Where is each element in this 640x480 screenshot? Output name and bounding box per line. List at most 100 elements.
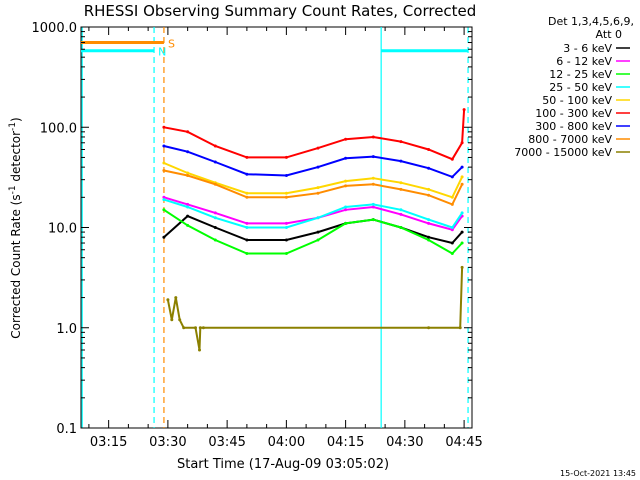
series-point	[284, 174, 288, 177]
series-point	[170, 318, 174, 322]
series-point	[213, 211, 217, 215]
series-point	[245, 238, 249, 242]
series-point	[450, 241, 454, 245]
series-point	[186, 223, 190, 227]
series-point	[450, 195, 454, 199]
y-tick-label: 100.0	[40, 121, 77, 136]
x-tick-label: 03:45	[208, 435, 245, 450]
x-tick-label: 04:30	[386, 435, 423, 450]
chart-title: RHESSI Observing Summary Count Rates, Co…	[84, 2, 477, 20]
y-axis-label-part: )	[9, 117, 23, 122]
x-tick-label: 04:45	[445, 435, 482, 450]
series-point	[316, 186, 320, 190]
series-point	[399, 140, 403, 144]
series-point	[450, 228, 454, 232]
flag-label: N	[158, 46, 166, 59]
series-point	[371, 182, 375, 186]
series-point	[162, 198, 166, 202]
series-line	[163, 214, 463, 245]
footer-date: 15-Oct-2021 13:45	[560, 469, 636, 478]
series-point	[198, 348, 201, 352]
x-tick-label: 04:00	[268, 435, 305, 450]
series-point	[399, 187, 403, 191]
series-point	[399, 208, 403, 212]
series-line	[163, 198, 463, 229]
y-tick-label: 10.0	[48, 222, 77, 237]
series-point	[458, 326, 462, 330]
series-point	[186, 171, 190, 175]
series-point	[460, 165, 464, 169]
series-point	[166, 298, 170, 302]
series-point	[284, 155, 288, 159]
series-point	[162, 144, 166, 148]
series-point	[371, 205, 375, 209]
legend-entry-label: 3 - 6 keV	[563, 42, 612, 55]
series-point	[344, 156, 348, 160]
flag-bars: SN	[81, 38, 469, 59]
series-point	[245, 155, 249, 159]
series-point	[460, 182, 464, 186]
series-point	[213, 182, 217, 186]
series-point	[213, 216, 217, 220]
series-point	[174, 296, 178, 300]
series-point	[450, 202, 454, 206]
series-line	[163, 169, 463, 206]
x-tick-label: 03:30	[149, 435, 186, 450]
series-point	[245, 172, 249, 176]
legend-header-line-1: Det 1,3,4,5,6,9,	[548, 15, 634, 28]
series-point	[316, 165, 320, 169]
series-point	[450, 157, 454, 161]
plot-area: SN	[80, 26, 473, 429]
series-point	[213, 160, 217, 164]
series-point	[427, 193, 431, 197]
legend-entry-label: 6 - 12 keV	[556, 55, 612, 68]
series-point	[462, 108, 466, 112]
y-axis-label-superscript: -1	[8, 185, 18, 194]
series-point	[344, 179, 348, 183]
x-tick-label: 04:15	[327, 435, 364, 450]
series-point	[245, 252, 249, 255]
series-point	[162, 195, 166, 199]
series-point	[399, 226, 403, 229]
series-point	[427, 235, 431, 239]
series-point	[178, 318, 182, 322]
series-point	[460, 230, 464, 234]
series-point	[427, 166, 431, 170]
series-point	[162, 169, 166, 172]
series-point	[186, 202, 190, 206]
series-point	[213, 226, 217, 229]
series-line	[163, 162, 464, 199]
series-point	[460, 175, 464, 179]
series-point	[186, 205, 190, 209]
legend-entry-label: 800 - 7000 keV	[528, 133, 612, 146]
y-axis-label-part: detector	[9, 131, 23, 186]
y-axis-label: Corrected Count Rate (s-1 detector-1)	[8, 117, 23, 338]
y-axis-label-part: Corrected Count Rate (s	[9, 194, 23, 338]
series-point	[399, 181, 403, 185]
series-point	[284, 195, 288, 199]
series-point	[162, 235, 166, 239]
x-tick-label: 03:15	[90, 435, 127, 450]
series-point	[427, 187, 431, 191]
legend-entry-label: 25 - 50 keV	[549, 81, 612, 94]
series-point	[186, 130, 190, 134]
series-point	[162, 125, 166, 129]
flag-label: S	[168, 38, 175, 51]
series-point	[316, 230, 320, 234]
series-line	[163, 208, 463, 255]
series-point	[427, 218, 431, 222]
series-point	[194, 326, 197, 330]
series-point	[284, 238, 288, 242]
series-point	[284, 252, 288, 255]
series-point	[427, 221, 431, 225]
legend-entry-label: 300 - 800 keV	[535, 120, 612, 133]
series-point	[427, 238, 431, 242]
legend-header-line-2: Att 0	[596, 28, 622, 41]
series-point	[450, 252, 454, 255]
series-point	[213, 238, 217, 242]
series-point	[344, 205, 348, 209]
series-point	[186, 174, 190, 177]
y-axis-label-superscript: -1	[8, 122, 18, 131]
